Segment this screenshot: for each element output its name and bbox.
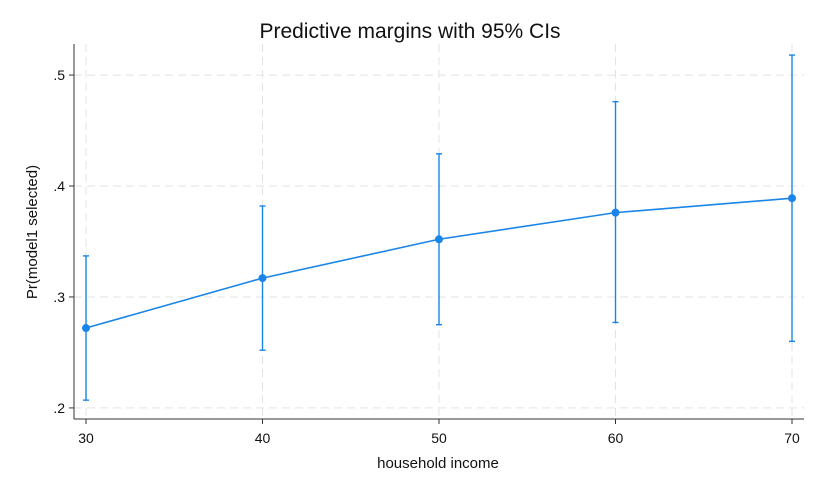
data-point-1 [258,274,267,283]
data-point-2 [435,235,443,244]
y-tick-label-1: .3 [53,289,65,305]
chart-title: Predictive margins with 95% CIs [259,20,560,43]
x-axis-label: household income [377,455,499,472]
x-tick-label-1: 40 [255,430,271,446]
y-axis-label: Pr(model1 selected) [24,165,41,299]
data-point-3 [611,208,620,217]
y-tick-label-2: .4 [53,178,65,194]
axes-layer: .2 .3 .4 .5 30 40 50 60 70 [53,44,804,446]
x-tick-label-4: 70 [784,430,800,446]
x-tick-label-2: 50 [431,430,447,446]
series-layer [82,54,796,401]
data-point-4 [788,194,796,203]
x-tick-label-0: 30 [78,430,94,446]
y-tick-label-0: .2 [53,400,65,416]
x-tick-label-3: 60 [608,430,624,446]
y-tick-label-3: .5 [53,67,65,83]
data-point-0 [82,324,90,333]
